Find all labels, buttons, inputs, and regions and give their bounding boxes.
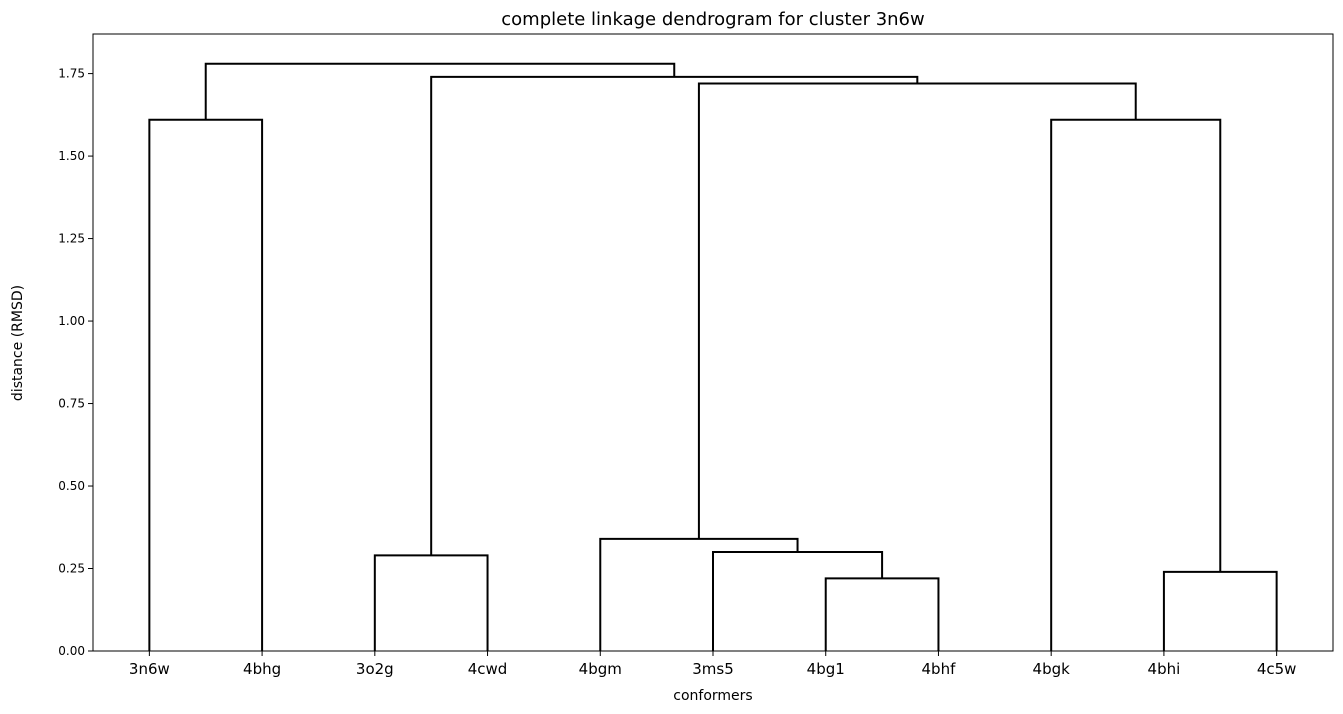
y-tick-label: 0.00 bbox=[58, 644, 85, 658]
x-tick-label-4bg1: 4bg1 bbox=[807, 660, 845, 678]
x-tick-label-4cwd: 4cwd bbox=[468, 660, 508, 678]
dendrogram-link bbox=[148, 118, 264, 651]
x-tick-label-4bhg: 4bhg bbox=[243, 660, 281, 678]
dendrogram-link bbox=[824, 577, 940, 651]
y-axis: 0.00 0.25 0.50 0.75 1.00 1.25 1.50 1.75 bbox=[58, 67, 93, 658]
x-tick-label-4bgk: 4bgk bbox=[1033, 660, 1071, 678]
x-axis: 3n6w 4bhg 3o2g 4cwd 4bgm 3ms5 4bg1 4bhf 4bgk 4bhi… bbox=[129, 651, 1297, 678]
dendrogram-link bbox=[712, 551, 884, 651]
dendrogram-link bbox=[204, 62, 676, 120]
dendrogram-link bbox=[373, 554, 489, 651]
dendrogram-link bbox=[430, 75, 919, 556]
chart-title: complete linkage dendrogram for cluster … bbox=[501, 9, 924, 30]
x-tick-label-3o2g: 3o2g bbox=[356, 660, 394, 678]
y-tick-label: 1.25 bbox=[58, 232, 85, 246]
y-tick-label: 0.50 bbox=[58, 479, 85, 493]
y-tick-label: 0.25 bbox=[58, 562, 85, 576]
x-tick-label-4bhi: 4bhi bbox=[1148, 660, 1181, 678]
x-tick-label-3n6w: 3n6w bbox=[129, 660, 170, 678]
dendrogram-link bbox=[599, 537, 799, 651]
dendrogram-links bbox=[148, 62, 1278, 651]
x-tick-label-4c5w: 4c5w bbox=[1257, 660, 1297, 678]
x-axis-label: conformers bbox=[673, 688, 752, 704]
y-tick-label: 0.75 bbox=[58, 397, 85, 411]
x-tick-label-4bhf: 4bhf bbox=[922, 660, 957, 678]
x-tick-label-4bgm: 4bgm bbox=[579, 660, 622, 678]
y-axis-label: distance (RMSD) bbox=[10, 285, 26, 401]
y-tick-label: 1.00 bbox=[58, 314, 85, 328]
y-tick-label: 1.75 bbox=[58, 67, 85, 81]
y-tick-label: 1.50 bbox=[58, 149, 85, 163]
dendrogram-link bbox=[697, 82, 1137, 539]
x-tick-label-3ms5: 3ms5 bbox=[692, 660, 734, 678]
dendrogram-link bbox=[1162, 570, 1278, 651]
